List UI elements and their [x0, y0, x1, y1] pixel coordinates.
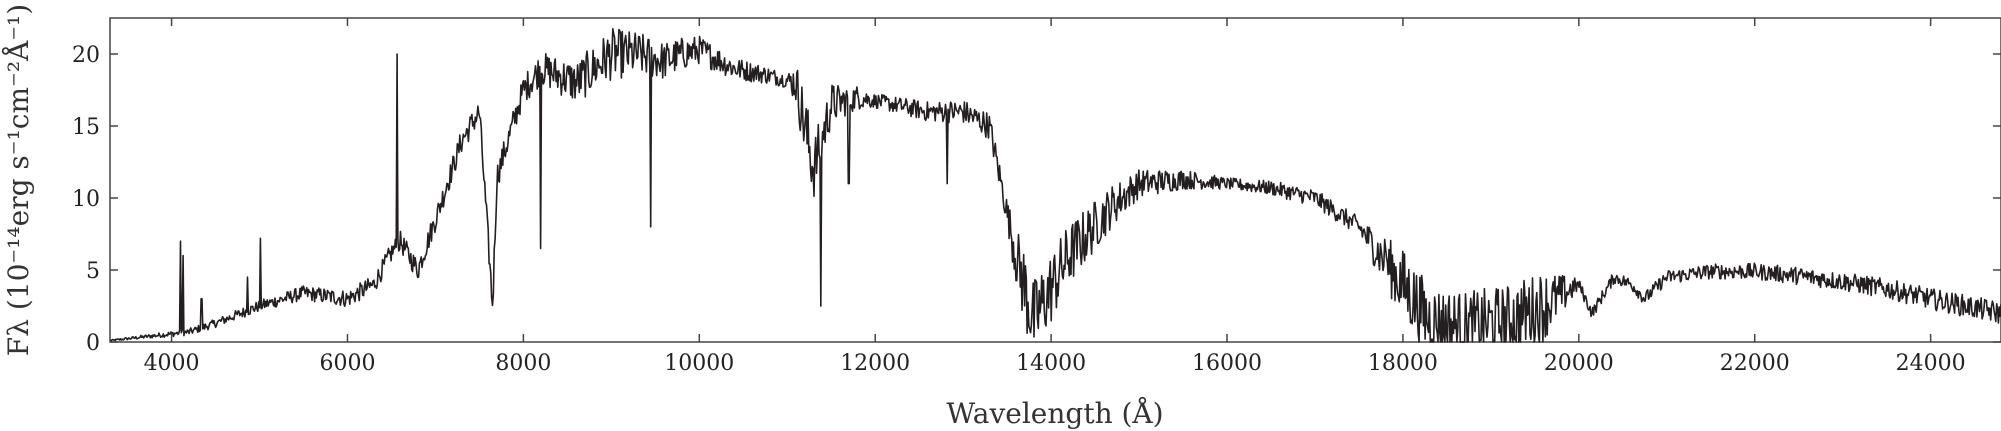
x-tick-label: 12000 [840, 351, 910, 376]
x-tick-label: 8000 [495, 351, 551, 376]
spectrum-layer [109, 28, 2001, 343]
x-tick-label: 18000 [1368, 351, 1438, 376]
plot-frame [109, 17, 2001, 343]
y-tick-label: 5 [86, 259, 100, 284]
x-tick-label: 4000 [144, 351, 200, 376]
x-tick-label: 22000 [1720, 351, 1790, 376]
x-tick-label: 6000 [319, 351, 375, 376]
y-axis-title: Fλ (10⁻¹⁴erg s⁻¹cm⁻²Å⁻¹) [2, 4, 35, 356]
y-tick-label: 20 [72, 43, 100, 68]
x-tick-label: 16000 [1192, 351, 1262, 376]
x-tick-label: 10000 [664, 351, 734, 376]
x-tick-label: 20000 [1544, 351, 1614, 376]
ticks-layer: 4000 6000 8000 10000 12000 14000 16000 18000 200… [72, 18, 2001, 376]
y-tick-label: 10 [72, 187, 100, 212]
x-tick-label: 24000 [1896, 351, 1966, 376]
y-tick-label: 15 [72, 115, 100, 140]
x-axis-title: Wavelength (Å) [946, 397, 1163, 430]
y-tick-label: 0 [86, 331, 100, 356]
x-tick-label: 14000 [1016, 351, 1086, 376]
spectrum-line [109, 28, 2001, 343]
